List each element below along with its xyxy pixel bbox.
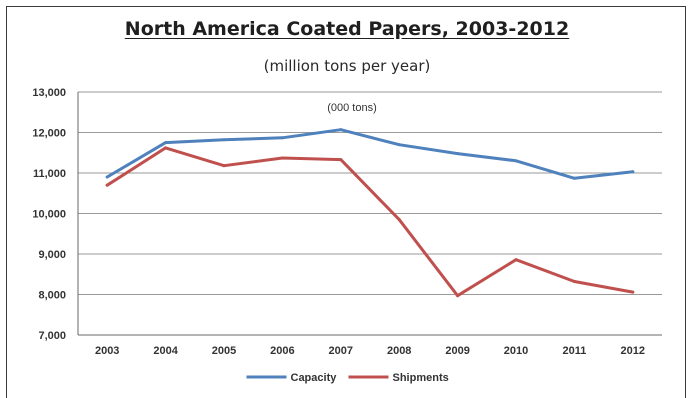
series-line-capacity	[105, 128, 635, 180]
gridlines	[78, 91, 662, 295]
data-point-shipments	[397, 218, 401, 222]
data-point-capacity	[456, 152, 460, 156]
legend-label-capacity: Capacity	[291, 372, 338, 384]
series-line-shipments	[105, 146, 635, 298]
chart-frame	[6, 6, 686, 398]
data-point-shipments	[105, 183, 109, 187]
axes	[77, 92, 662, 336]
y-tick-label: 11,000	[33, 168, 66, 180]
x-tick-label: 2011	[562, 345, 586, 357]
x-tick-label: 2009	[445, 345, 469, 357]
x-axis-tick-labels: 2003 2004 2005 2006 2007 2008 2009 2010 2011 2012	[95, 345, 645, 357]
data-point-shipments	[514, 258, 518, 262]
data-point-capacity	[105, 175, 109, 179]
data-point-shipments	[222, 164, 226, 168]
data-point-shipments	[280, 156, 284, 160]
y-tick-label: 12,000	[32, 128, 66, 140]
y-tick-label: 13,000	[32, 87, 66, 99]
y-tick-label: 8,000	[38, 290, 66, 302]
legend: Capacity Shipments	[246, 372, 449, 384]
data-point-capacity	[222, 138, 226, 142]
x-tick-label: 2005	[212, 345, 236, 357]
chart-subtitle: (million tons per year)	[263, 57, 431, 75]
data-point-capacity	[280, 136, 284, 140]
y-tick-label: 9,000	[38, 249, 66, 261]
data-point-capacity	[164, 141, 168, 145]
x-tick-label: 2006	[270, 345, 294, 357]
data-point-capacity	[514, 159, 518, 163]
x-tick-label: 2008	[387, 345, 411, 357]
data-point-shipments	[164, 146, 168, 150]
x-tick-label: 2003	[95, 345, 119, 357]
data-point-shipments	[572, 280, 576, 284]
data-point-shipments	[456, 294, 460, 298]
x-tick-label: 2004	[153, 345, 178, 357]
data-point-shipments	[339, 158, 343, 162]
data-point-shipments	[631, 290, 635, 294]
units-annotation: (000 tons)	[327, 102, 377, 114]
y-tick-label: 7,000	[38, 330, 66, 342]
x-tick-label: 2010	[504, 345, 528, 357]
data-point-capacity	[631, 170, 635, 174]
data-point-capacity	[572, 176, 576, 180]
y-tick-label: 10,000	[32, 209, 66, 221]
chart-title: North America Coated Papers, 2003-2012	[124, 18, 570, 40]
x-tick-label: 2012	[621, 345, 645, 357]
series-lines	[105, 128, 635, 298]
x-tick-label: 2007	[329, 345, 353, 357]
y-axis-tick-labels: 7,000 8,000 9,000 10,000 11,000 12,000 13,000	[32, 87, 66, 342]
data-point-capacity	[397, 143, 401, 147]
legend-label-shipments: Shipments	[393, 372, 449, 384]
data-point-capacity	[339, 128, 343, 132]
